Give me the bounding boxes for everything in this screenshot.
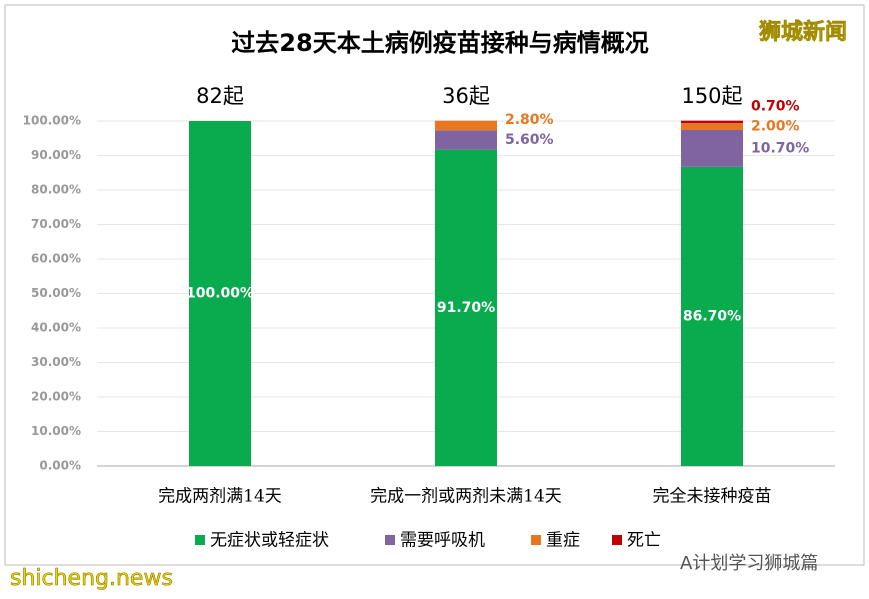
y-tick-label: 60.00% — [31, 252, 81, 266]
y-tick-label: 20.00% — [31, 390, 81, 404]
bar-segment — [435, 120, 497, 131]
data-label: 10.70% — [751, 140, 809, 156]
watermark: 狮城新闻 — [759, 19, 847, 45]
data-label: 0.70% — [751, 99, 800, 115]
bar-segment — [681, 123, 743, 130]
data-label: 2.00% — [751, 119, 800, 135]
bar-total: 82起 — [196, 84, 244, 108]
y-tick-label: 0.00% — [39, 459, 81, 473]
legend-label: 无症状或轻症状 — [210, 531, 329, 551]
bar-total: 36起 — [442, 84, 490, 108]
y-tick-label: 50.00% — [31, 286, 81, 300]
y-tick-label: 70.00% — [31, 217, 81, 231]
x-tick-label: 完全未接种疫苗 — [653, 487, 772, 507]
y-tick-label: 10.00% — [31, 424, 81, 438]
legend-swatch — [531, 535, 541, 545]
bar-segment — [435, 149, 497, 466]
data-label: 2.80% — [505, 112, 554, 128]
y-tick-label: 40.00% — [31, 321, 81, 335]
y-tick-label: 100.00% — [23, 114, 81, 128]
bar-segment — [435, 130, 497, 150]
bar-segment — [681, 166, 743, 466]
legend-swatch — [385, 535, 395, 545]
data-label: 5.60% — [505, 132, 554, 148]
bar-segment — [681, 129, 743, 167]
watermark: A计划学习狮城篇 — [680, 553, 818, 574]
x-tick-label: 完成一剂或两剂未满14天 — [370, 487, 562, 507]
data-label: 86.70% — [683, 308, 741, 324]
y-tick-label: 80.00% — [31, 183, 81, 197]
bar-segment — [189, 121, 251, 466]
watermark: shicheng.news — [10, 566, 173, 591]
x-tick-label: 完成两剂满14天 — [158, 487, 282, 507]
chart-title: 过去28天本土病例疫苗接种与病情概况 — [231, 29, 648, 57]
legend-label: 重症 — [546, 531, 580, 551]
legend-swatch — [195, 535, 205, 545]
y-tick-label: 30.00% — [31, 355, 81, 369]
data-label: 100.00% — [186, 286, 254, 302]
bar-segment — [681, 120, 743, 124]
bar-total: 150起 — [681, 84, 742, 108]
legend-label: 需要呼吸机 — [400, 531, 485, 551]
data-label: 91.70% — [437, 300, 495, 316]
y-tick-label: 90.00% — [31, 148, 81, 162]
legend-label: 死亡 — [627, 531, 661, 551]
legend-swatch — [612, 535, 622, 545]
